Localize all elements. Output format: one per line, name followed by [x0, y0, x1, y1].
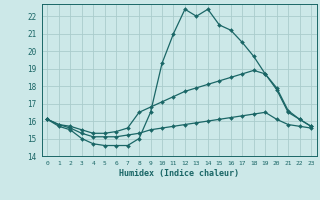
X-axis label: Humidex (Indice chaleur): Humidex (Indice chaleur) — [119, 169, 239, 178]
